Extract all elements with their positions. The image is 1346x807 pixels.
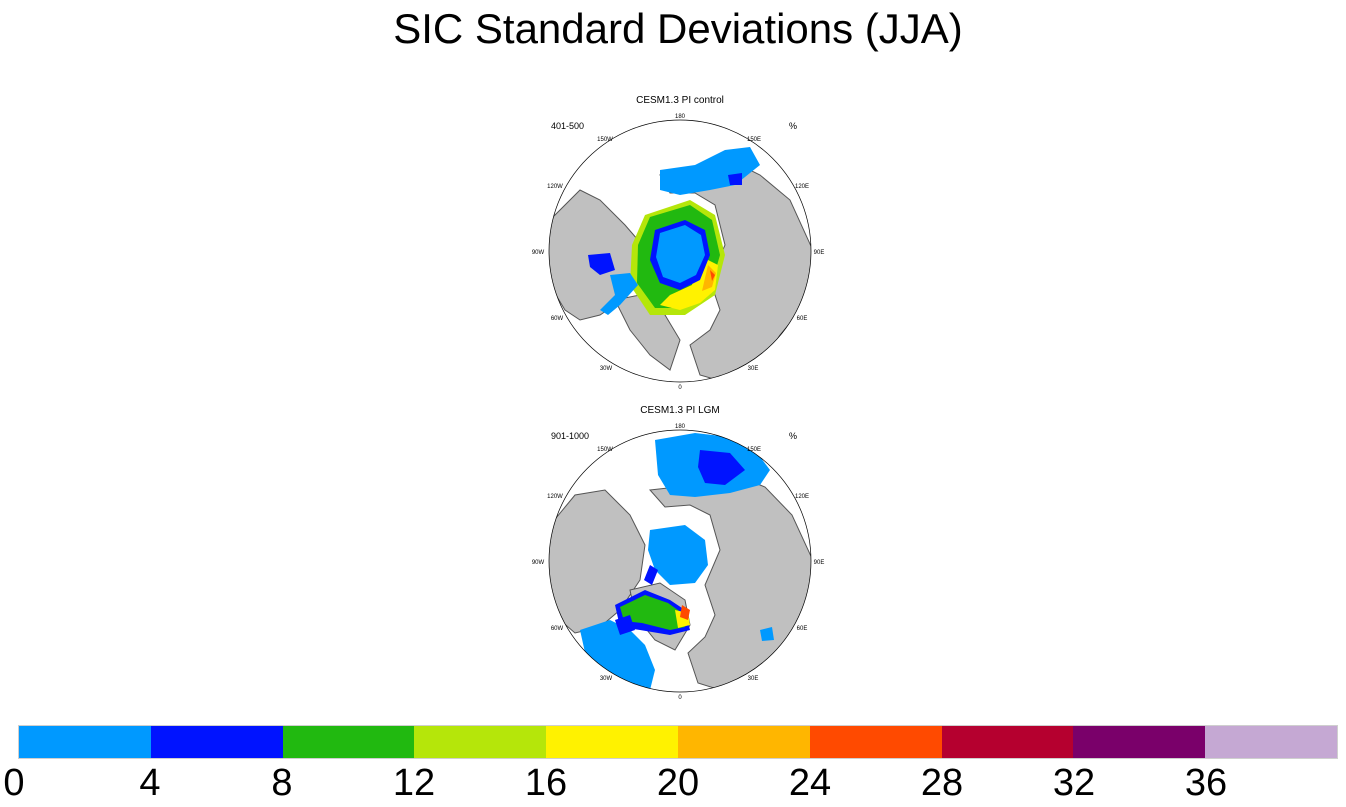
panel-units: % [789, 431, 798, 441]
colorbar-swatch [150, 726, 283, 758]
sic-central-low [656, 225, 705, 283]
lon-label: 180 [675, 424, 686, 430]
panel-units: % [789, 121, 798, 131]
colorbar-swatch [1073, 726, 1206, 758]
colorbar-tick-label: 0 [3, 762, 25, 804]
colorbar-swatch [414, 726, 547, 758]
lon-label: 150E [747, 137, 761, 143]
colorbar-swatch [19, 726, 151, 758]
lon-label: 90E [814, 560, 825, 566]
colorbar-tick-label: 28 [920, 762, 964, 804]
lon-label: 0 [678, 385, 682, 391]
lon-label: 30W [600, 676, 613, 682]
panel-title: CESM1.3 PI control [636, 95, 724, 106]
sic-band-red [710, 270, 715, 281]
colorbar-tick-label: 8 [271, 762, 293, 804]
longitude-labels: 180 150E 120E 90E 60E 30E 0 30W 60W 90W … [532, 424, 825, 701]
colorbar-swatch [809, 726, 942, 758]
longitude-labels: 180 150E 120E 90E 60E 30E 0 30W 60W 90W … [532, 114, 825, 391]
colorbar-labels: 0 4 8 12 16 20 24 28 32 36 [0, 762, 1346, 807]
lon-label: 90E [814, 250, 825, 256]
colorbar-tick-label: 32 [1052, 762, 1096, 804]
lon-label: 150W [597, 137, 613, 143]
lon-label: 120W [547, 494, 563, 500]
map-panel-pi-control: CESM1.3 PI control 401-500 % [520, 95, 840, 391]
colorbar-swatch [677, 726, 810, 758]
lon-label: 120E [795, 494, 809, 500]
lon-label: 120E [795, 184, 809, 190]
panel-left-string: 401-500 [551, 121, 585, 131]
sic-central-low [648, 525, 708, 585]
panel-left-string: 901-1000 [551, 431, 590, 441]
lon-label: 60E [797, 626, 808, 632]
colorbar-swatch [282, 726, 415, 758]
lon-label: 120W [547, 184, 563, 190]
map-panel-pi-lgm: CESM1.3 PI LGM 901-1000 % [520, 405, 840, 701]
colorbar-swatch [546, 726, 678, 758]
colorbar-tick-label: 12 [392, 762, 436, 804]
colorbar-swatch [1205, 726, 1337, 758]
lon-label: 60W [551, 316, 564, 322]
colorbar-tick-label: 4 [139, 762, 161, 804]
lon-label: 30E [748, 676, 759, 682]
colorbar-tick-label: 36 [1184, 762, 1228, 804]
colorbar [18, 725, 1338, 759]
polar-map: 180 150E 120E 90E 60E 30E 0 30W 60W 90W … [532, 114, 825, 391]
lon-label: 30E [748, 366, 759, 372]
lon-label: 60E [797, 316, 808, 322]
lon-label: 30W [600, 366, 613, 372]
lon-label: 180 [675, 114, 686, 120]
figure-title: SIC Standard Deviations (JJA) [393, 5, 963, 52]
colorbar-tick-label: 20 [656, 762, 700, 804]
lon-label: 0 [678, 695, 682, 701]
lon-label: 60W [551, 626, 564, 632]
colorbar-swatch [941, 726, 1074, 758]
lon-label: 90W [532, 560, 545, 566]
lon-label: 150E [747, 447, 761, 453]
sic-hudson-bay [588, 253, 615, 275]
lon-label: 150W [597, 447, 613, 453]
panel-title: CESM1.3 PI LGM [640, 405, 720, 416]
colorbar-tick-label: 16 [524, 762, 568, 804]
lon-label: 90W [532, 250, 545, 256]
colorbar-tick-label: 24 [788, 762, 832, 804]
polar-map: 180 150E 120E 90E 60E 30E 0 30W 60W 90W … [532, 424, 825, 701]
sic-band-orange [702, 265, 716, 291]
